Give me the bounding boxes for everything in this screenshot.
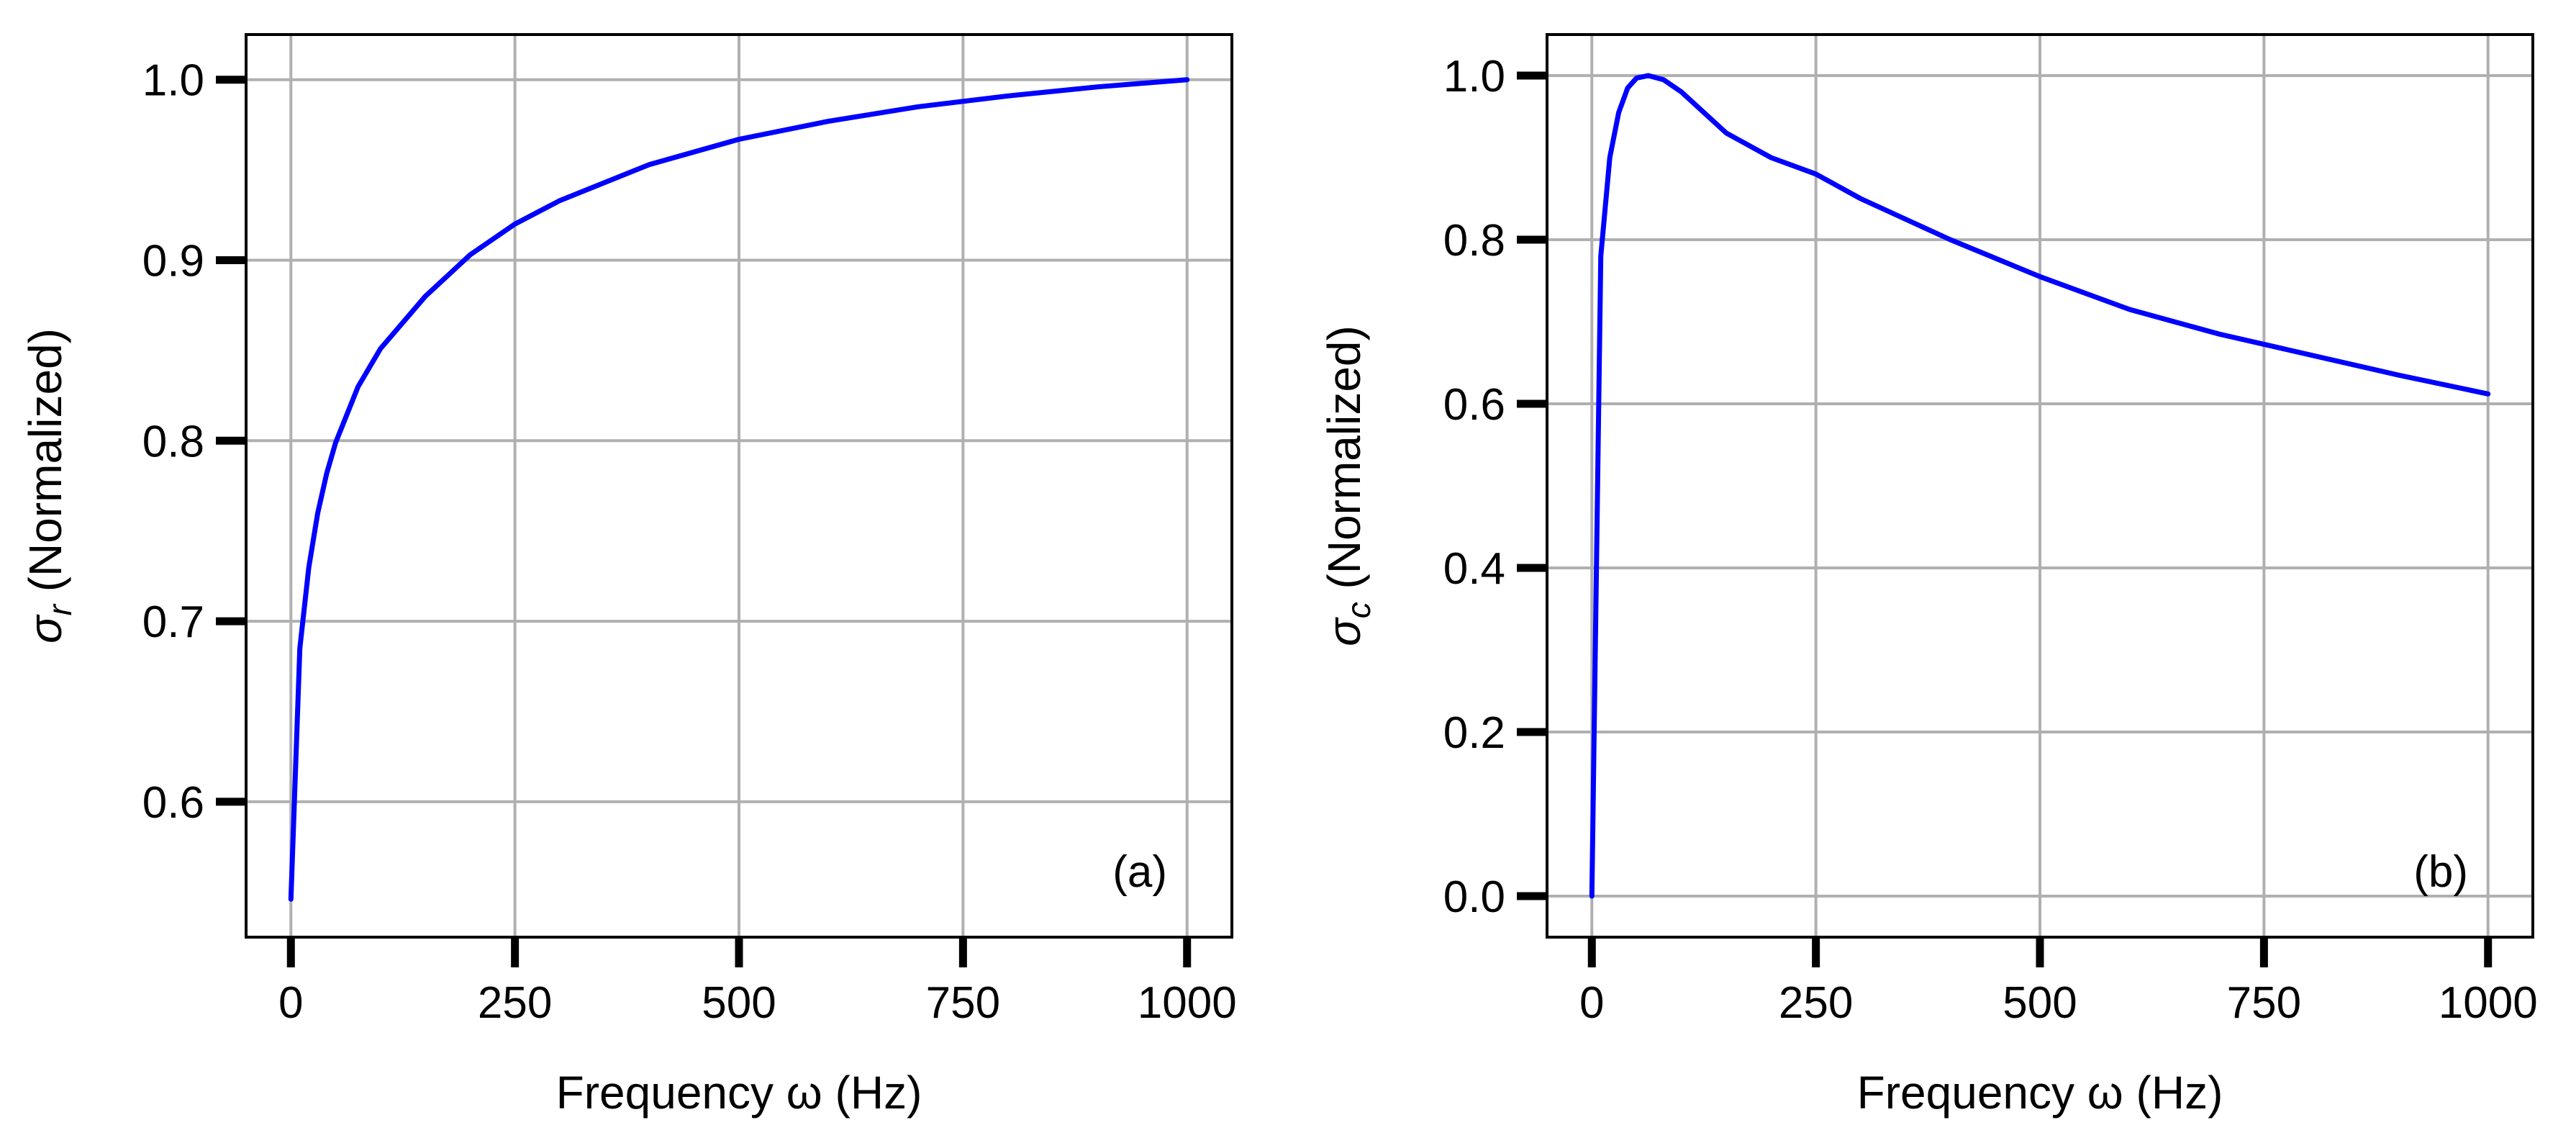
y-axis-unit: (Normalized)	[1318, 325, 1370, 602]
x-tick-label: 0	[278, 978, 303, 1028]
y-axis-unit: (Normalized)	[19, 328, 71, 605]
x-tick-label: 250	[478, 978, 552, 1028]
y-tick-label: 0.0	[1443, 872, 1505, 922]
x-tick-label: 500	[702, 978, 776, 1028]
y-tick-label: 0.2	[1443, 708, 1505, 758]
x-tick-label: 750	[926, 978, 1000, 1028]
panel-label: (b)	[2413, 847, 2468, 897]
x-tick-label: 1000	[1138, 978, 1237, 1028]
y-axis-symbol: σ	[1318, 617, 1370, 646]
chart-panel-b: 0 250 500 750 1000 0.0 0.2 0.4 0.6 0.8 1.0 (b) Frequ…	[1318, 33, 2538, 1119]
y-tick-label: 0.4	[1443, 544, 1505, 594]
y-tick-label: 1.0	[142, 56, 204, 106]
y-tick-label: 1.0	[1443, 52, 1505, 101]
series-line-sigma_c	[1589, 73, 2491, 899]
y-tick-label: 0.7	[142, 597, 204, 647]
series-line-sigma_r	[288, 77, 1190, 902]
x-tick-label: 0	[1579, 978, 1604, 1028]
x-axis-label: Frequency ω (Hz)	[1857, 1067, 2223, 1119]
chart-panel-a: 0 250 500 750 1000 0.6 0.7 0.8 0.9 1.0 (a) Frequenc…	[19, 33, 1237, 1119]
y-axis-label: σr (Normalized)	[19, 328, 78, 643]
x-tick-label: 250	[1779, 978, 1853, 1028]
x-tick-label: 750	[2227, 978, 2301, 1028]
x-tick-label: 1000	[2439, 978, 2538, 1028]
y-tick-label: 0.6	[142, 778, 204, 828]
y-tick-label: 0.9	[142, 237, 204, 286]
y-axis-label: σc (Normalized)	[1318, 325, 1377, 646]
y-tick-label: 0.8	[142, 417, 204, 466]
x-tick-label: 500	[2003, 978, 2077, 1028]
y-tick-label: 0.6	[1443, 380, 1505, 430]
y-tick-label: 0.8	[1443, 216, 1505, 266]
y-axis-subscript: c	[1340, 602, 1377, 618]
panel-label: (a)	[1112, 847, 1167, 897]
y-axis-subscript: r	[41, 603, 78, 615]
x-axis-label: Frequency ω (Hz)	[556, 1067, 922, 1119]
y-axis-symbol: σ	[19, 614, 71, 643]
